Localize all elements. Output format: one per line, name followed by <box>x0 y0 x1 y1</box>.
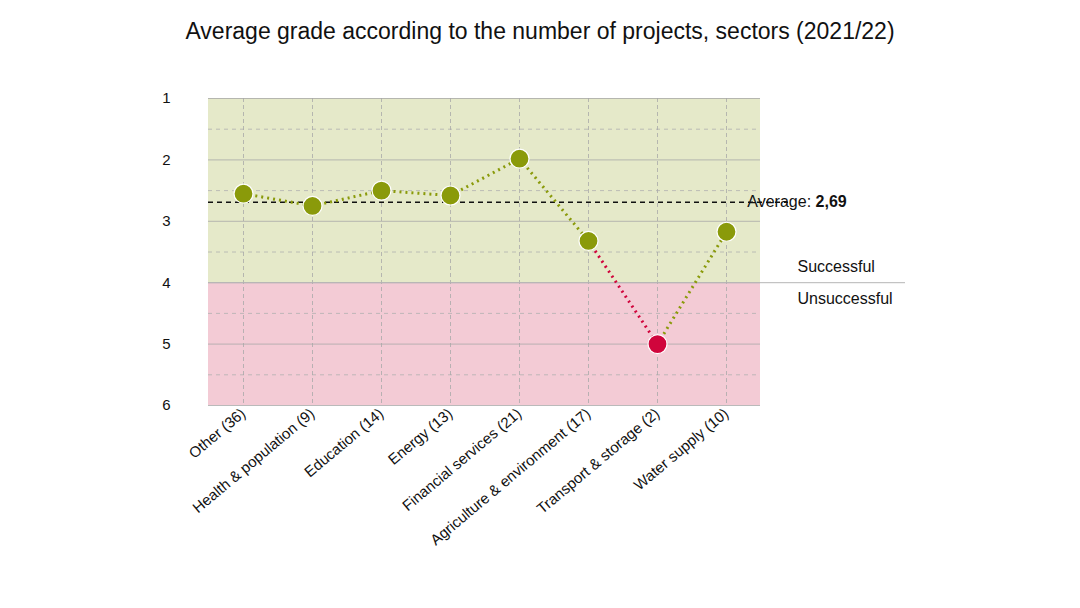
svg-text:Financial services (21): Financial services (21) <box>399 404 525 513</box>
svg-text:4: 4 <box>162 274 170 291</box>
svg-text:1: 1 <box>162 89 170 106</box>
svg-text:2: 2 <box>162 151 170 168</box>
html-text:Average grade according to the: Average grade according to the number of… <box>185 18 895 44</box>
svg-text:3: 3 <box>162 212 170 229</box>
svg-text:Successful: Successful <box>798 258 875 275</box>
svg-text:Education (14): Education (14) <box>301 404 387 480</box>
svg-text:6: 6 <box>162 396 170 413</box>
svg-text:Average: 2,69: Average: 2,69 <box>747 193 846 210</box>
svg-text:Unsuccessful: Unsuccessful <box>798 290 893 307</box>
svg-text:Water supply (10): Water supply (10) <box>630 404 731 493</box>
svg-text:Agriculture & environment (17): Agriculture & environment (17) <box>426 404 594 549</box>
svg-text:5: 5 <box>162 335 170 352</box>
svg-text:Other (36): Other (36) <box>185 404 248 461</box>
svg-text:Health & population (9): Health & population (9) <box>189 404 317 516</box>
svg-text:Energy (13): Energy (13) <box>385 404 456 467</box>
svg-text:Transport & storage (2): Transport & storage (2) <box>533 404 662 516</box>
